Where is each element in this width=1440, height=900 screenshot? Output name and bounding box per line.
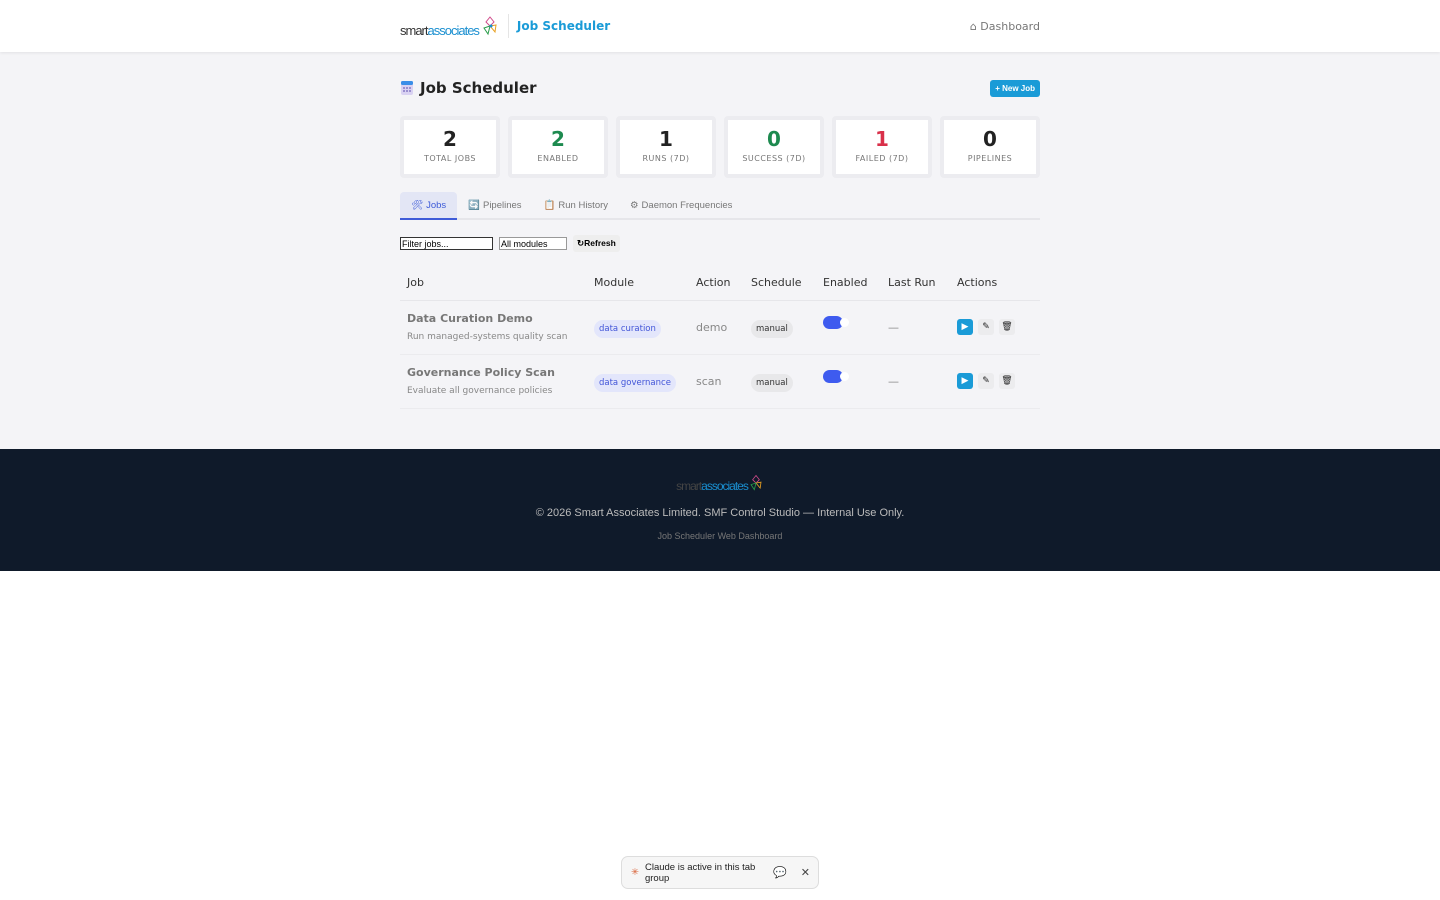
table-row: Data Curation Demo Run managed-systems qu… [400,300,1040,355]
main-content: Job Scheduler + New Job 2 TOTAL JOBS 2 ENA… [0,52,1440,449]
col-module: Module [587,266,689,301]
stat-total-jobs: 2 TOTAL JOBS [400,116,500,178]
filter-jobs-input[interactable] [400,237,493,250]
brand-link[interactable]: Job Scheduler [516,19,611,33]
enabled-toggle[interactable] [823,370,851,383]
refresh-icon: 🔄 [468,199,480,211]
run-job-button[interactable]: ▶ [957,319,973,335]
col-enabled: Enabled [816,266,881,301]
company-logo[interactable]: smart associates [400,14,499,38]
job-name: Data Curation Demo [407,312,533,325]
stat-runs: 1 RUNS (7D) [616,116,716,178]
edit-pencil-icon[interactable]: ✎ [978,319,994,335]
job-action: demo [689,300,744,355]
refresh-button[interactable]: ↻Refresh [573,235,620,252]
footer: smart associates © 2026 Smart Associates … [0,449,1440,571]
stat-pipelines: 0 PIPELINES [940,116,1040,178]
job-action: scan [689,354,744,409]
chat-icon[interactable]: 💬 [773,867,787,879]
schedule-badge: manual [751,319,793,338]
tab-pipelines[interactable]: 🔄 Pipelines [468,199,522,211]
table-row: Governance Policy Scan Evaluate all gover… [400,354,1040,409]
close-icon[interactable]: ✕ [800,867,810,879]
top-navbar: smart associates Job Scheduler ⌂ Dashboar… [0,0,1440,52]
copyright-text: © 2026 Smart Associates Limited. SMF Con… [535,507,905,519]
col-actions: Actions [950,266,1040,301]
last-run: — [881,300,950,355]
page-title: Job Scheduler [420,79,537,97]
delete-trash-icon[interactable]: 🗑 [999,373,1015,389]
jobs-table: Job Module Action Schedule Enabled Last … [400,266,1040,409]
col-job: Job [400,266,587,301]
job-description: Run managed-systems quality scan [407,332,568,342]
stat-failed: 1 FAILED (7D) [832,116,932,178]
module-badge: data governance [594,373,676,392]
dashboard-link[interactable]: ⌂ Dashboard [969,19,1040,33]
stat-success: 0 SUCCESS (7D) [724,116,824,178]
logo-flower-icon [483,16,497,36]
footer-logo: smart associates [676,473,764,493]
new-job-button[interactable]: + New Job [990,79,1040,97]
edit-pencil-icon[interactable]: ✎ [978,373,994,389]
col-schedule: Schedule [744,266,816,301]
col-action: Action [689,266,744,301]
job-name: Governance Policy Scan [407,366,555,379]
col-last-run: Last Run [881,266,950,301]
calendar-icon [401,81,413,95]
last-run: — [881,354,950,409]
gear-icon: ⚙ [630,199,639,211]
tab-daemon-frequencies[interactable]: ⚙ Daemon Frequencies [630,199,733,211]
filter-bar: ↻Refresh [400,235,1040,252]
clipboard-icon: 📋 [543,199,556,211]
claude-status-text: Claude is active in this tab group [644,861,756,884]
module-select[interactable] [499,237,567,250]
module-badge: data curation [594,319,661,338]
logo-flower-icon [750,474,762,491]
tab-jobs[interactable]: 🛠 Jobs [400,192,458,220]
tab-bar: 🛠 Jobs 🔄 Pipelines 📋 Run History ⚙ Daemon Fr… [400,192,1040,220]
claude-icon: ✳ [631,867,639,878]
tools-icon: 🛠 [411,199,424,211]
delete-trash-icon[interactable]: 🗑 [999,319,1015,335]
claude-status-bar: ✳ Claude is active in this tab group 💬 ✕ [621,856,819,889]
tab-run-history[interactable]: 📋 Run History [543,199,609,211]
divider [507,14,509,38]
enabled-toggle[interactable] [823,316,851,329]
stats-row: 2 TOTAL JOBS 2 ENABLED 1 RUNS (7D) 0 SUCCESS… [400,116,1040,178]
stat-enabled: 2 ENABLED [508,116,608,178]
schedule-badge: manual [751,373,793,392]
job-description: Evaluate all governance policies [407,386,553,396]
run-job-button[interactable]: ▶ [957,373,973,389]
footer-subtitle: Job Scheduler Web Dashboard [657,531,783,541]
